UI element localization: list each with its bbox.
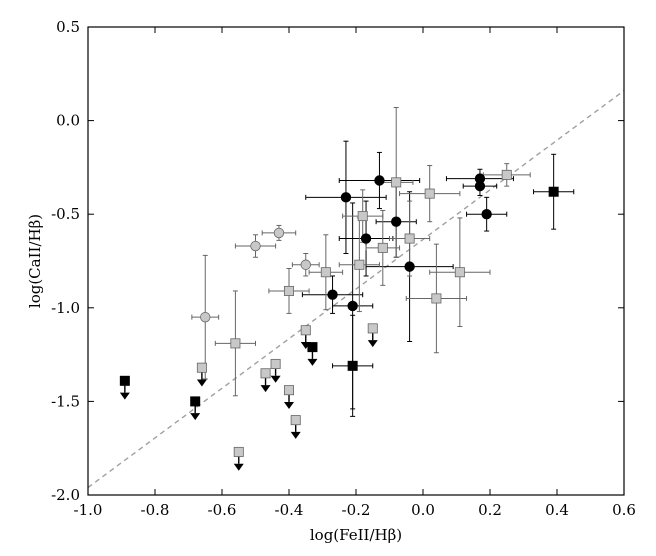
data-point-circle xyxy=(273,227,285,239)
x-tick-label: 0.6 xyxy=(612,501,636,519)
data-point-square xyxy=(119,375,130,386)
y-tick-label: 0.0 xyxy=(56,112,80,130)
x-axis-title: log(FeII/Hβ) xyxy=(310,526,402,544)
y-axis-title: log(CaII/Hβ) xyxy=(26,214,44,308)
data-point-circle xyxy=(360,233,372,244)
data-point-square xyxy=(283,285,294,296)
data-point-square xyxy=(320,267,331,278)
x-tick-label: 0.4 xyxy=(545,501,569,519)
data-point-square xyxy=(300,325,311,336)
x-tick-label: -0.6 xyxy=(208,501,237,519)
data-point-square xyxy=(190,396,201,407)
x-tick-label: 0.2 xyxy=(478,501,502,519)
data-point-circle xyxy=(300,259,311,270)
data-point-square xyxy=(391,177,402,188)
data-point-circle xyxy=(250,240,261,252)
data-point-square xyxy=(347,360,358,371)
data-point-circle xyxy=(340,192,352,203)
data-point-square xyxy=(283,385,294,396)
data-point-circle xyxy=(327,289,338,300)
data-point-circle xyxy=(374,175,385,186)
data-point-square xyxy=(290,415,301,426)
error-bar-layer xyxy=(119,106,575,471)
y-tick-label: -1.5 xyxy=(51,392,80,410)
data-point-square xyxy=(431,293,442,304)
data-point-square xyxy=(377,242,388,253)
data-point-square xyxy=(424,188,435,199)
upper-limit-arrow-head xyxy=(307,358,318,366)
x-tick-label: -0.2 xyxy=(342,501,371,519)
y-tick-label: -1.0 xyxy=(51,299,80,317)
upper-limit-arrow-head xyxy=(233,463,244,471)
y-tick-label: -2.0 xyxy=(51,486,80,504)
data-point-square xyxy=(404,233,415,244)
data-point-square xyxy=(196,362,207,373)
data-point-circle xyxy=(474,180,486,192)
data-point-square xyxy=(357,211,368,222)
data-point-square xyxy=(501,169,512,180)
upper-limit-arrow-head xyxy=(196,379,207,387)
upper-limit-arrow-head xyxy=(260,385,271,393)
data-point-square xyxy=(233,446,244,457)
marker-layer xyxy=(119,169,559,457)
data-point-square xyxy=(454,267,465,278)
data-point-square xyxy=(230,338,241,349)
data-point-square xyxy=(270,358,281,369)
data-point-square xyxy=(307,342,318,353)
x-tick-label: -0.4 xyxy=(275,501,304,519)
upper-limit-arrow-head xyxy=(119,392,130,400)
x-tick-label: -0.8 xyxy=(141,501,170,519)
data-point-square xyxy=(354,259,365,270)
data-point-square xyxy=(260,368,271,379)
reference-line-layer xyxy=(88,90,624,489)
data-point-circle xyxy=(481,208,492,220)
y-tick-label: 0.5 xyxy=(56,18,80,36)
tick-layer: -1.0 -0.8 -0.6 -0.4 -0.2 0.0 0.2 0.4 0.6 -2.0 -1.5… xyxy=(51,18,636,519)
data-point-circle xyxy=(347,300,358,312)
upper-limit-arrow-head xyxy=(270,375,281,383)
data-point-square xyxy=(367,323,378,334)
data-point-square xyxy=(548,186,559,197)
y-tick-label: -0.5 xyxy=(51,205,80,223)
upper-limit-arrow-head xyxy=(284,401,294,409)
data-point-circle xyxy=(200,311,211,323)
x-tick-label: -1.0 xyxy=(74,501,103,519)
upper-limit-arrow-head xyxy=(190,413,201,421)
data-point-circle xyxy=(391,216,402,227)
upper-limit-arrow-head xyxy=(290,431,301,439)
upper-limit-arrow-head xyxy=(367,340,378,348)
reference-dashed-line xyxy=(88,90,624,489)
data-point-circle xyxy=(404,261,415,272)
x-tick-label: 0.0 xyxy=(411,501,435,519)
